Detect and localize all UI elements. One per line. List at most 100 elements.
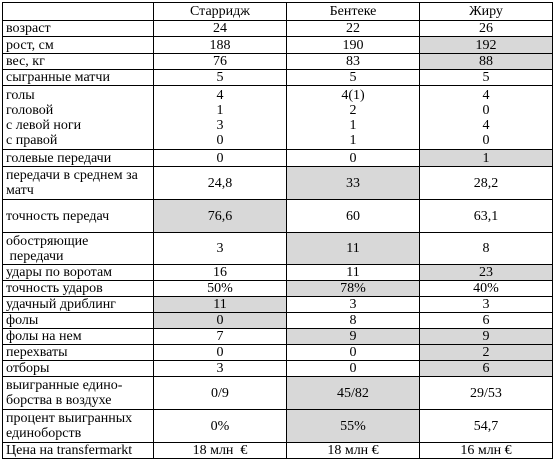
stat-label: точность передач [2,199,154,233]
stat-value-sturridge: 0/9 [153,376,287,410]
stat-value-line: 3 [349,297,357,312]
stat-value-line: 11 [346,265,360,280]
stat-value-giroud: 1 [419,149,553,167]
stat-label-line: удары по воротам [6,265,113,280]
stat-value-giroud: 28,2 [419,166,553,200]
stat-label: передачи в среднем за матч [2,166,154,200]
stat-value-giroud: 8 [419,232,553,265]
stat-value-line: 0 [349,361,357,376]
stat-value-line: 11 [213,297,227,312]
stat-value-giroud: 192 [419,36,553,54]
stat-value-line: 8 [482,241,490,256]
stat-value-line: 0 [349,150,357,166]
stat-value-line: 16 млн € [460,443,512,458]
stat-value-line: 24 [213,21,227,36]
stat-value-sturridge: 11 [153,296,287,313]
stat-value-line: 190 [342,37,364,53]
table-row: голы головой с левой ноги с правой 4 1 3 0 4(1) 2… [2,85,553,150]
stat-value-line: 24,8 [207,175,233,191]
stat-label-line: отборы [6,361,50,376]
stat-label-line: процент выигранных [6,411,133,426]
stat-label-line: с правой [6,132,58,148]
stat-value-giroud: 88 [419,53,553,70]
stat-label-line: обостряющие [6,233,89,249]
stat-value-line: 1 [482,150,490,166]
stat-value-giroud: 54,7 [419,409,553,443]
stat-value-line: 0 [216,132,224,148]
stat-label-line: удачный дриблинг [6,297,116,312]
stat-label: перехваты [2,344,154,361]
header-player-benteke: Бентеке [286,2,420,21]
stat-value-line: 83 [346,54,360,69]
stat-label-line: борства в воздухе [6,393,112,408]
header-player-giroud: Жиру [419,2,553,21]
stat-value-line: 22 [346,21,360,36]
stat-value-sturridge: 0% [153,409,287,443]
stat-value-line: 0% [210,418,230,434]
stat-value-line: 33 [346,175,360,191]
stat-label-line: выигранные едино- [6,378,123,393]
stat-value-line: 5 [482,70,490,85]
stat-value-sturridge: 50% [153,280,287,297]
stat-label-line: передачи в среднем за [6,168,138,183]
header-row: Старридж Бентеке Жиру [2,2,553,21]
stat-value-line: 192 [475,37,497,53]
stat-value-line: 3 [482,297,490,312]
stat-label-line: сыгранные матчи [6,70,110,85]
header-player-sturridge: Старридж [153,2,287,21]
stat-label: точность ударов [2,280,154,297]
table-row: удары по воротам 16 11 23 [2,264,553,281]
stat-value-giroud: 3 [419,296,553,313]
stat-value-benteke: 45/82 [286,376,420,410]
stat-value-line: 5 [216,70,224,85]
stat-value-line: 3 [216,117,224,133]
stat-value-line: 0 [216,313,224,328]
stat-value-line: 4 [482,117,490,133]
stat-value-giroud: 9 [419,328,553,345]
stat-value-giroud: 29/53 [419,376,553,410]
stat-value-sturridge: 18 млн € [153,442,287,459]
stat-value-line: 6 [482,313,490,328]
stat-value-benteke: 83 [286,53,420,70]
table-row: обостряющие передачи 3 11 8 [2,232,553,265]
stat-value-line: 18 млн € [327,443,379,458]
stat-value-line: 45/82 [337,385,369,401]
stat-value-line: 0 [482,132,490,148]
header-empty-cell [2,2,154,21]
stat-value-line: 3 [216,241,224,256]
stat-value-giroud: 6 [419,312,553,329]
stat-value-sturridge: 3 [153,360,287,377]
stat-value-benteke: 78% [286,280,420,297]
stat-value-line: 76,6 [207,208,233,224]
stat-label-line: вес, кг [6,54,45,69]
stat-value-sturridge: 24,8 [153,166,287,200]
stat-value-benteke: 55% [286,409,420,443]
stat-value-benteke: 33 [286,166,420,200]
stat-value-line: 1 [216,102,224,118]
stat-label: процент выигранных единоборств [2,409,154,443]
stat-value-benteke: 5 [286,69,420,86]
stat-label: Цена на transfermarkt [2,442,154,459]
stat-value-sturridge: 24 [153,20,287,37]
stat-value-line: 4 [216,87,224,103]
stat-value-line: 3 [216,361,224,376]
stat-value-sturridge: 188 [153,36,287,54]
stat-value-line: 4 [482,87,490,103]
stat-value-line: 60 [346,208,360,224]
stat-label-line: головой [6,102,54,118]
stat-value-sturridge: 0 [153,149,287,167]
stat-value-line: 16 [213,265,227,280]
table-row: фолы 0 8 6 [2,312,553,329]
stat-value-line: 6 [482,361,490,376]
stat-value-benteke: 22 [286,20,420,37]
table-row: передачи в среднем за матч 24,8 33 28,2 [2,166,553,200]
stat-label-line: передачи [6,248,64,264]
table-row: перехваты 0 0 2 [2,344,553,361]
stat-value-line: 18 млн € [192,443,248,458]
stat-label: отборы [2,360,154,377]
stat-value-benteke: 18 млн € [286,442,420,459]
stat-label: возраст [2,20,154,37]
stat-value-giroud: 5 [419,69,553,86]
stat-label: удары по воротам [2,264,154,281]
stat-value-giroud: 16 млн € [419,442,553,459]
